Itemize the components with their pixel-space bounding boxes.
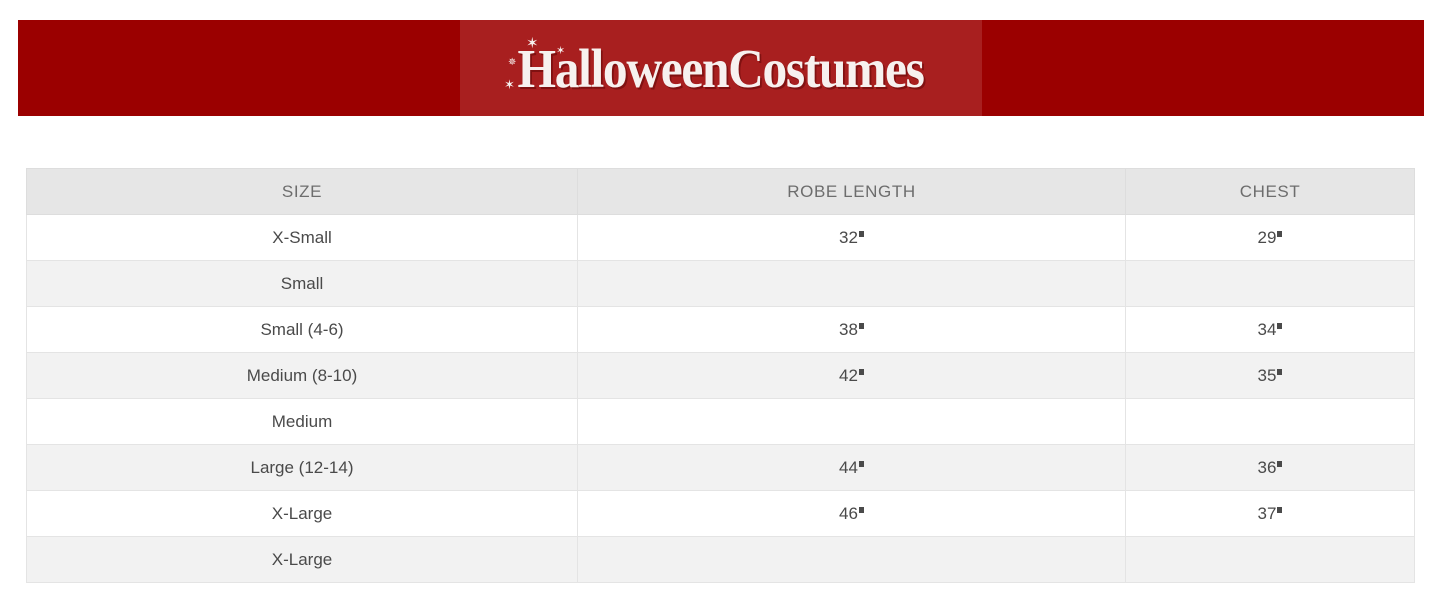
column-header-size: SIZE bbox=[26, 168, 578, 215]
cell-chest bbox=[1125, 398, 1415, 445]
cell-robe-length bbox=[577, 398, 1126, 445]
brand-logo-box[interactable]: ✶ ✶ ✵ ✶ HalloweenCostumes bbox=[460, 20, 982, 116]
cell-robe-length: 38 bbox=[577, 306, 1126, 353]
table-header: SIZE ROBE LENGTH CHEST bbox=[26, 168, 1415, 215]
cell-size: X-Large bbox=[26, 536, 578, 583]
cell-size: X-Large bbox=[26, 490, 578, 537]
brand-logo: ✶ ✶ ✵ ✶ HalloweenCostumes bbox=[460, 20, 982, 116]
cell-size: Large (12-14) bbox=[26, 444, 578, 491]
size-chart-container: SIZE ROBE LENGTH CHEST X-Small 32 29 Small S… bbox=[26, 168, 1415, 583]
cell-robe-length bbox=[577, 260, 1126, 307]
cell-size: Small (4-6) bbox=[26, 306, 578, 353]
table-row: Large (12-14) 44 36 bbox=[26, 444, 1415, 491]
table-row: Small bbox=[26, 260, 1415, 307]
cell-chest: 34 bbox=[1125, 306, 1415, 353]
column-header-chest: CHEST bbox=[1125, 168, 1415, 215]
inch-mark-icon bbox=[1277, 322, 1283, 329]
inch-mark-icon bbox=[858, 368, 864, 375]
sparkle-icon: ✵ bbox=[508, 57, 517, 68]
cell-size: Medium (8-10) bbox=[26, 352, 578, 399]
table-row: Small (4-6) 38 34 bbox=[26, 306, 1415, 353]
sparkle-icon: ✶ bbox=[504, 77, 515, 92]
cell-robe-length: 42 bbox=[577, 352, 1126, 399]
cell-robe-length: 32 bbox=[577, 214, 1126, 261]
inch-mark-icon bbox=[1277, 460, 1283, 467]
table-row: Medium (8-10) 42 35 bbox=[26, 352, 1415, 399]
site-header-banner: ✶ ✶ ✵ ✶ HalloweenCostumes bbox=[18, 20, 1424, 116]
inch-mark-icon bbox=[858, 460, 864, 467]
cell-size: X-Small bbox=[26, 214, 578, 261]
table-row: X-Large 46 37 bbox=[26, 490, 1415, 537]
size-chart-table: SIZE ROBE LENGTH CHEST X-Small 32 29 Small S… bbox=[26, 168, 1415, 583]
inch-mark-icon bbox=[858, 230, 864, 237]
table-header-row: SIZE ROBE LENGTH CHEST bbox=[26, 168, 1415, 215]
cell-size: Small bbox=[26, 260, 578, 307]
table-body: X-Small 32 29 Small Small (4-6) 38 34 Medium (8… bbox=[26, 214, 1415, 583]
cell-chest bbox=[1125, 536, 1415, 583]
inch-mark-icon bbox=[1277, 230, 1283, 237]
cell-chest: 35 bbox=[1125, 352, 1415, 399]
brand-name-text: HalloweenCostumes bbox=[517, 37, 925, 99]
cell-robe-length bbox=[577, 536, 1126, 583]
cell-robe-length: 46 bbox=[577, 490, 1126, 537]
cell-chest: 36 bbox=[1125, 444, 1415, 491]
cell-chest: 29 bbox=[1125, 214, 1415, 261]
cell-chest bbox=[1125, 260, 1415, 307]
inch-mark-icon bbox=[1277, 506, 1283, 513]
cell-chest: 37 bbox=[1125, 490, 1415, 537]
column-header-robe-length: ROBE LENGTH bbox=[577, 168, 1126, 215]
table-row: X-Small 32 29 bbox=[26, 214, 1415, 261]
inch-mark-icon bbox=[858, 506, 864, 513]
inch-mark-icon bbox=[1277, 368, 1283, 375]
cell-size: Medium bbox=[26, 398, 578, 445]
cell-robe-length: 44 bbox=[577, 444, 1126, 491]
table-row: Medium bbox=[26, 398, 1415, 445]
table-row: X-Large bbox=[26, 536, 1415, 583]
inch-mark-icon bbox=[858, 322, 864, 329]
